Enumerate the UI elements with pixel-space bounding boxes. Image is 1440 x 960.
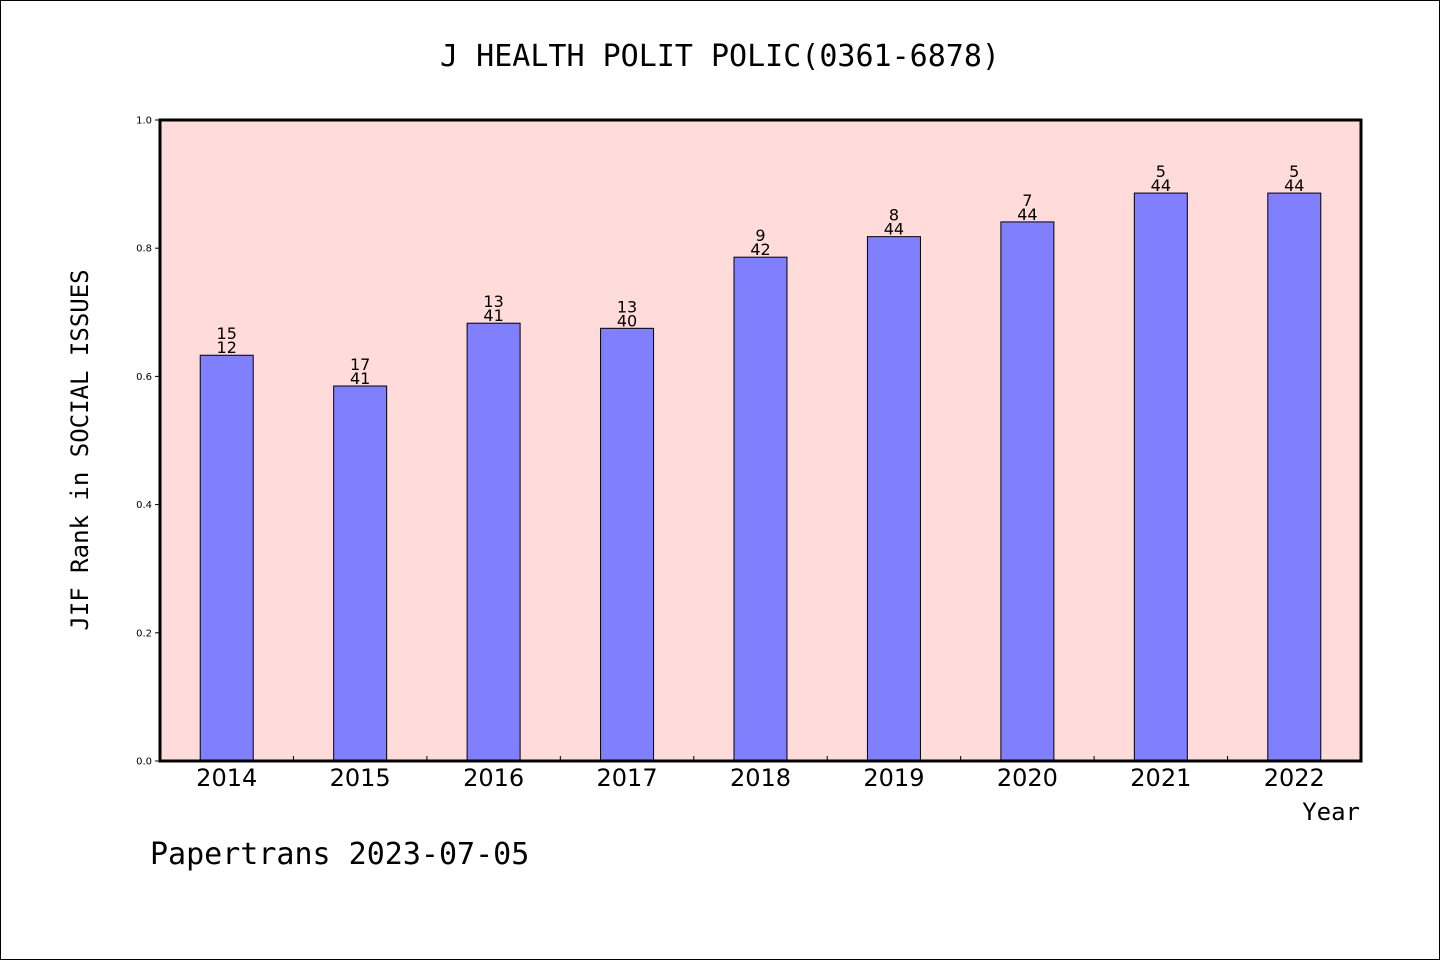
x-tick-label: 2016: [463, 764, 524, 792]
data-label-top: 5: [1156, 162, 1166, 181]
chart-title: J HEALTH POLIT POLIC(0361-6878): [440, 39, 1000, 74]
data-label-top: 7: [1022, 191, 1032, 210]
data-label-bottom: 44: [1284, 176, 1304, 195]
data-label-bottom: 42: [750, 240, 770, 259]
data-label-bottom: 44: [1017, 205, 1037, 224]
bar-2019: [866, 236, 921, 762]
bar-2014: [199, 354, 254, 762]
bar-2021: [1133, 192, 1188, 762]
data-label-top: 13: [483, 292, 503, 311]
data-label-top: 13: [617, 297, 637, 316]
data-label-top: 9: [755, 226, 765, 245]
y-tick-label: 0.2: [136, 628, 152, 639]
bar-2015: [333, 385, 388, 762]
y-tick-label: 0.8: [136, 244, 152, 255]
footer-credit: Papertrans 2023-07-05: [150, 837, 529, 872]
plot-border: [158, 118, 1363, 763]
data-label-top: 5: [1289, 162, 1299, 181]
bar-2018: [733, 256, 788, 762]
data-label-bottom: 44: [1151, 176, 1171, 195]
data-label-bottom: 41: [350, 369, 370, 388]
y-tick-label: 0.4: [136, 500, 152, 511]
x-tick-label: 2018: [730, 764, 791, 792]
bar-2020: [1000, 221, 1055, 762]
y-tick-label: 1.0: [136, 116, 152, 127]
bar-2016: [466, 322, 521, 762]
data-label-bottom: 44: [884, 220, 904, 239]
x-tick-label: 2017: [597, 764, 658, 792]
bar-2022: [1267, 192, 1322, 762]
x-tick-label: 2014: [196, 764, 257, 792]
x-axis-label: Year: [1302, 798, 1360, 826]
x-tick-label: 2019: [863, 764, 924, 792]
data-label-top: 8: [889, 206, 899, 225]
y-tick-label: 0.0: [136, 757, 152, 768]
y-tick-label: 0.6: [136, 372, 152, 383]
x-tick-label: 2022: [1264, 764, 1325, 792]
x-tick-label: 2015: [330, 764, 391, 792]
y-axis-label: JIF Rank in SOCIAL ISSUES: [66, 269, 94, 630]
bar-2017: [600, 327, 655, 762]
data-label-top: 15: [217, 324, 237, 343]
data-label-bottom: 12: [217, 338, 237, 357]
x-tick-label: 2021: [1130, 764, 1191, 792]
x-tick-label: 2020: [997, 764, 1058, 792]
data-label-top: 17: [350, 355, 370, 374]
data-label-bottom: 40: [617, 311, 637, 330]
data-label-bottom: 41: [483, 306, 503, 325]
